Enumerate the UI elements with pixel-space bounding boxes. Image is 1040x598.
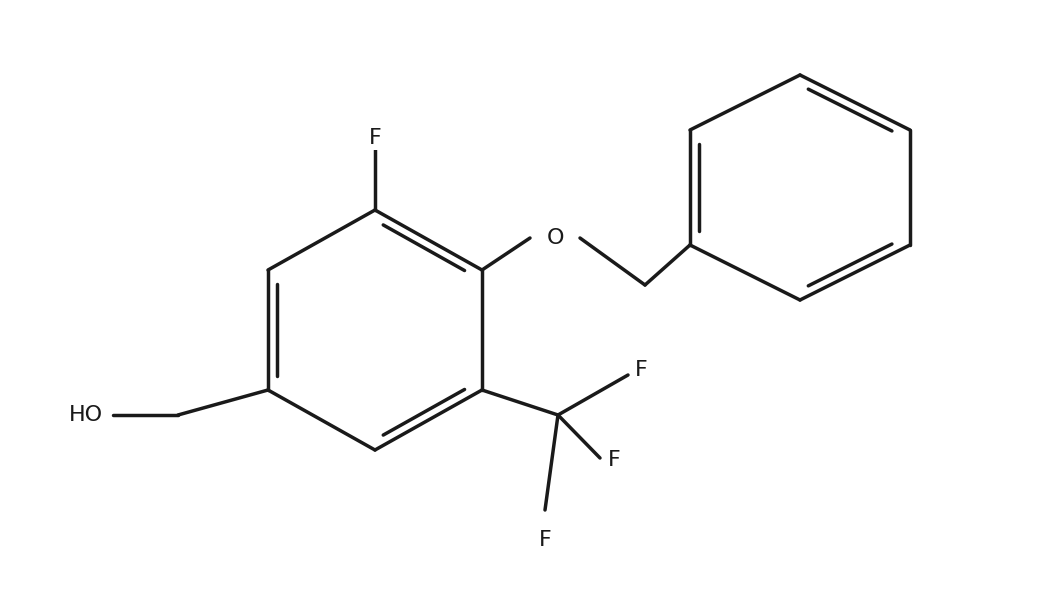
Text: O: O <box>546 228 564 248</box>
Text: F: F <box>608 450 621 470</box>
Text: F: F <box>368 128 382 148</box>
Text: HO: HO <box>69 405 103 425</box>
Text: F: F <box>539 530 551 550</box>
Text: F: F <box>635 360 648 380</box>
